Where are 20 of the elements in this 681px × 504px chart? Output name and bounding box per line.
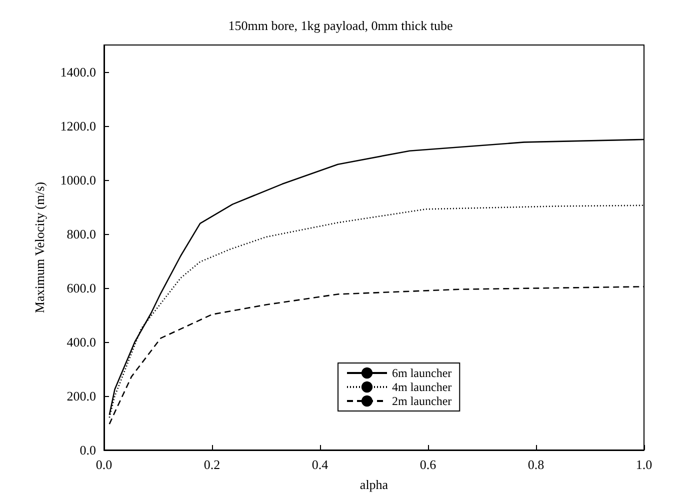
legend-label: 4m launcher — [392, 380, 452, 394]
x-tick-label: 1.0 — [636, 457, 652, 472]
x-axis-title: alpha — [360, 477, 388, 492]
y-axis-title: Maximum Velocity (m/s) — [32, 182, 47, 314]
x-tick-label: 0.4 — [312, 457, 329, 472]
y-tick-label: 600.0 — [66, 280, 96, 296]
x-tick-label: 0.8 — [528, 457, 544, 472]
x-tick-label: 0.2 — [204, 457, 220, 472]
y-tick-label: 800.0 — [66, 226, 96, 242]
y-tick-label: 0.0 — [80, 442, 96, 458]
legend-label: 2m launcher — [392, 394, 452, 408]
y-tick-label: 400.0 — [66, 334, 96, 350]
x-tick-label: 0.0 — [96, 457, 112, 472]
chart-title: 150mm bore, 1kg payload, 0mm thick tube — [228, 18, 454, 33]
legend-label: 6m launcher — [392, 366, 452, 380]
y-tick-label: 1200.0 — [60, 118, 96, 134]
y-tick-label: 1400.0 — [60, 64, 96, 80]
x-tick-label: 0.6 — [420, 457, 437, 472]
y-tick-label: 200.0 — [66, 388, 96, 404]
y-tick-label: 1000.0 — [60, 172, 96, 188]
